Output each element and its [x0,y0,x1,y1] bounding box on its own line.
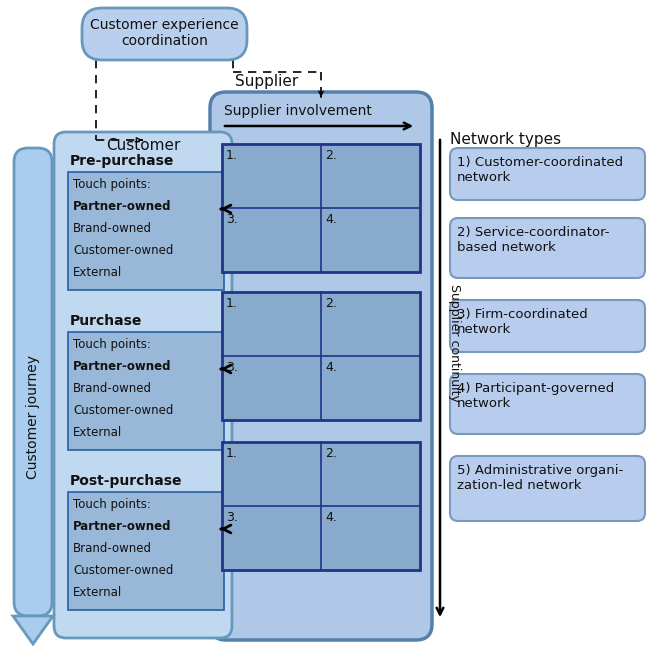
FancyBboxPatch shape [450,218,645,278]
Text: 4.: 4. [325,213,337,226]
Text: 2.: 2. [325,447,337,460]
Text: Brand-owned: Brand-owned [73,382,152,395]
FancyBboxPatch shape [450,374,645,434]
FancyBboxPatch shape [54,132,232,638]
FancyBboxPatch shape [450,148,645,200]
Text: Post-purchase: Post-purchase [70,474,183,488]
Text: External: External [73,266,122,279]
Bar [222,292,420,420]
Text: External: External [73,586,122,599]
Bar [68,172,224,290]
Text: 4) Participant-governed
network: 4) Participant-governed network [457,382,614,410]
FancyBboxPatch shape [14,148,52,616]
Text: 3.: 3. [226,361,238,374]
Text: 2.: 2. [325,297,337,310]
Text: Purchase: Purchase [70,314,143,328]
Text: Partner-owned: Partner-owned [73,200,172,213]
Text: Customer-owned: Customer-owned [73,244,174,257]
Text: Brand-owned: Brand-owned [73,542,152,555]
Bar [68,332,224,450]
Text: Customer-owned: Customer-owned [73,404,174,417]
Text: Partner-owned: Partner-owned [73,520,172,533]
Text: 1.: 1. [226,297,238,310]
Text: Supplier involvement: Supplier involvement [224,104,372,118]
Text: External: External [73,426,122,439]
Text: Touch points:: Touch points: [73,338,151,351]
Text: Supplier continuity: Supplier continuity [447,284,461,402]
Text: 2.: 2. [325,149,337,162]
Text: Touch points:: Touch points: [73,178,151,191]
Text: Customer journey: Customer journey [26,355,40,479]
Text: Customer experience
coordination: Customer experience coordination [90,18,239,48]
Bar [222,442,420,570]
Bar [68,492,224,610]
FancyBboxPatch shape [450,300,645,352]
Text: 1.: 1. [226,447,238,460]
Text: Brand-owned: Brand-owned [73,222,152,235]
Text: Network types: Network types [450,132,561,147]
Text: 3.: 3. [226,213,238,226]
Text: Supplier: Supplier [235,74,298,89]
Polygon shape [13,616,53,644]
Bar [222,144,420,272]
FancyBboxPatch shape [82,8,247,60]
Text: 4.: 4. [325,511,337,524]
Text: Partner-owned: Partner-owned [73,360,172,373]
Text: Touch points:: Touch points: [73,498,151,511]
Text: 3.: 3. [226,511,238,524]
FancyBboxPatch shape [210,92,432,640]
Text: 1) Customer-coordinated
network: 1) Customer-coordinated network [457,156,623,184]
FancyBboxPatch shape [450,456,645,521]
Text: Pre-purchase: Pre-purchase [70,154,174,168]
Text: 1.: 1. [226,149,238,162]
Text: 4.: 4. [325,361,337,374]
Text: Customer: Customer [106,138,180,153]
Text: 5) Administrative organi-
zation-led network: 5) Administrative organi- zation-led net… [457,464,623,492]
Text: Customer-owned: Customer-owned [73,564,174,577]
Text: 3) Firm-coordinated
network: 3) Firm-coordinated network [457,308,588,336]
Text: 2) Service-coordinator-
based network: 2) Service-coordinator- based network [457,226,609,254]
